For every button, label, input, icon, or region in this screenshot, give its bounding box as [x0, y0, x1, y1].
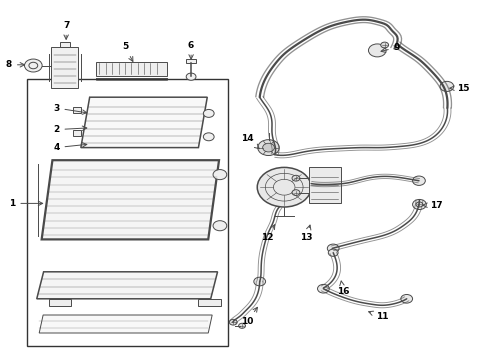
Circle shape: [257, 167, 311, 207]
Bar: [198, 299, 220, 306]
Text: 15: 15: [450, 84, 469, 93]
Circle shape: [203, 109, 214, 117]
Bar: [186, 59, 196, 63]
Circle shape: [440, 81, 454, 91]
Text: 7: 7: [63, 21, 70, 39]
Polygon shape: [39, 315, 212, 333]
Text: 17: 17: [423, 201, 442, 210]
Text: 11: 11: [368, 311, 389, 321]
Circle shape: [254, 277, 266, 286]
Bar: [27, 79, 228, 346]
Polygon shape: [37, 272, 218, 299]
Circle shape: [328, 249, 338, 256]
Circle shape: [401, 294, 413, 303]
Bar: [51, 47, 78, 88]
Text: 16: 16: [337, 281, 349, 296]
Circle shape: [186, 73, 196, 80]
Circle shape: [213, 221, 227, 231]
Circle shape: [213, 170, 227, 180]
Text: 14: 14: [241, 134, 259, 149]
Text: 9: 9: [381, 43, 400, 53]
Circle shape: [416, 202, 423, 207]
Text: 3: 3: [53, 104, 87, 114]
Bar: [49, 299, 71, 306]
Text: 1: 1: [9, 199, 43, 208]
Text: 8: 8: [6, 60, 25, 69]
Text: 12: 12: [261, 225, 275, 242]
Circle shape: [318, 284, 329, 293]
Text: 5: 5: [122, 42, 133, 62]
Circle shape: [413, 176, 425, 185]
Circle shape: [229, 319, 237, 325]
Bar: [60, 42, 71, 47]
Text: 13: 13: [300, 225, 313, 242]
Circle shape: [368, 44, 386, 57]
Bar: [96, 62, 167, 76]
Text: 10: 10: [241, 307, 257, 325]
Circle shape: [203, 133, 214, 141]
Text: 4: 4: [53, 143, 87, 152]
Circle shape: [381, 42, 389, 48]
Text: 6: 6: [188, 40, 194, 59]
Circle shape: [413, 199, 426, 210]
Circle shape: [292, 175, 300, 181]
Circle shape: [327, 244, 339, 253]
Bar: [73, 107, 81, 113]
Text: 2: 2: [53, 125, 87, 134]
Bar: [309, 167, 341, 203]
Circle shape: [263, 143, 274, 152]
Polygon shape: [81, 97, 207, 148]
Circle shape: [258, 140, 279, 156]
Circle shape: [292, 190, 300, 195]
Bar: [73, 130, 81, 136]
Circle shape: [239, 323, 245, 328]
Polygon shape: [42, 160, 219, 239]
Circle shape: [24, 59, 42, 72]
